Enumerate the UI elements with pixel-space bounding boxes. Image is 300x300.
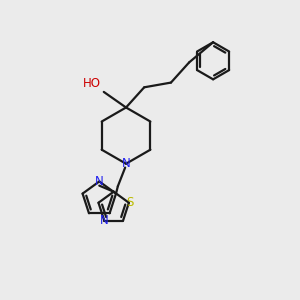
Text: HO: HO <box>83 77 101 90</box>
Text: N: N <box>122 157 130 170</box>
Text: N: N <box>100 214 109 227</box>
Text: N: N <box>95 175 104 188</box>
Text: S: S <box>127 196 134 209</box>
